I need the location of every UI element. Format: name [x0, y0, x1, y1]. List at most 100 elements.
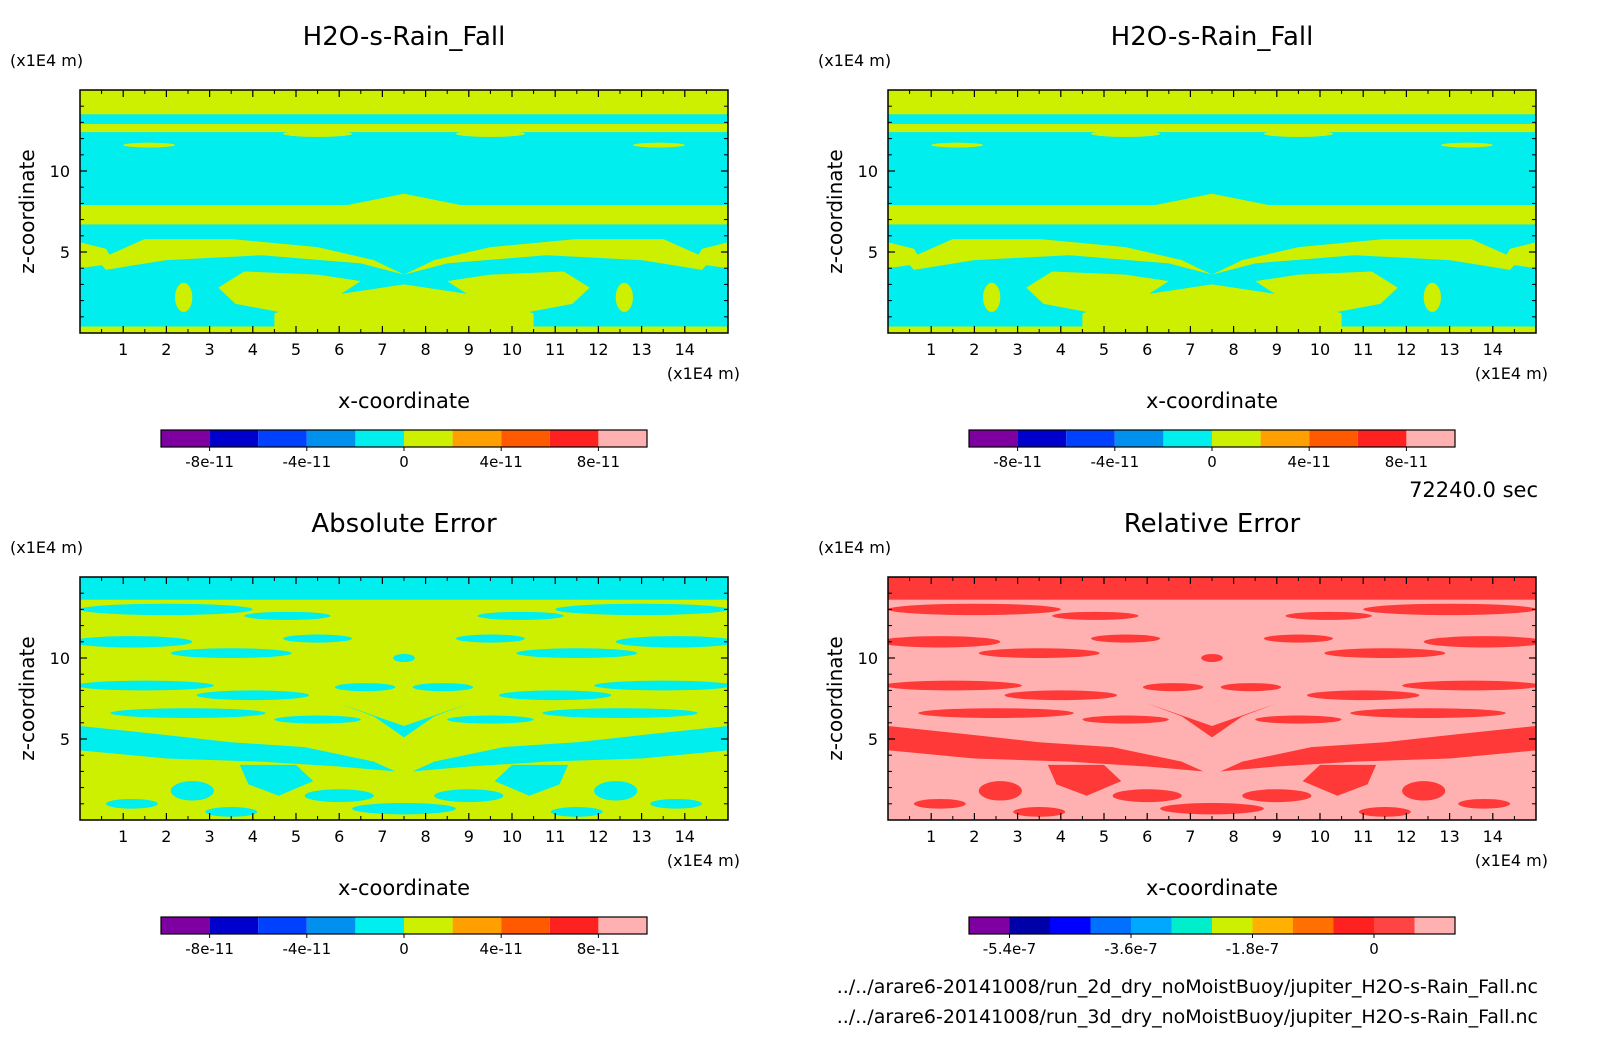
upper-blob [455, 130, 525, 137]
upper-blob [283, 130, 353, 137]
colorbar-swatch [1212, 917, 1253, 934]
y-tick-label: 10 [50, 649, 70, 668]
error-blob [888, 636, 1001, 648]
upper-blob [1091, 130, 1161, 137]
left-edge [888, 242, 923, 269]
y-unit-label: (x1E4 m) [10, 538, 83, 557]
x-tick-label: 8 [1229, 340, 1239, 359]
right-plume [615, 282, 633, 312]
center-v [1147, 703, 1277, 738]
right-plume [1423, 282, 1441, 312]
x-tick-label: 5 [1099, 340, 1109, 359]
chart-title: H2O-s-Rain_Fall [303, 22, 506, 52]
error-blob [1004, 690, 1117, 701]
error-blob [913, 798, 966, 809]
colorbar-swatch [404, 430, 453, 447]
colorbar-swatch [1260, 430, 1310, 447]
x-unit-label: (x1E4 m) [1475, 851, 1548, 870]
colorbar-swatch [355, 430, 404, 447]
x-tick-label: 12 [588, 827, 608, 846]
colorbar-swatch [969, 917, 1010, 934]
error-blob [978, 648, 1100, 658]
left-lower-arc [888, 726, 1204, 772]
x-tick-label: 10 [1310, 340, 1330, 359]
error-blob [615, 636, 728, 648]
colorbar-tick-label: 8e-11 [577, 453, 620, 471]
error-blob [978, 781, 1022, 801]
error-blob [1112, 789, 1182, 803]
field-background [80, 577, 728, 820]
colorbar-tick-label: -4e-11 [282, 940, 331, 958]
colorbar-tick-label: 0 [1369, 940, 1379, 958]
right-lower-region [447, 271, 590, 314]
colorbar-swatch [501, 917, 550, 934]
error-blob [274, 715, 361, 724]
y-tick-label: 5 [868, 730, 878, 749]
file-path-1: ../../arare6-20141008/run_2d_dry_noMoist… [837, 976, 1538, 998]
x-tick-label: 11 [545, 827, 565, 846]
upper-blob [1263, 130, 1333, 137]
colorbar-swatch [1374, 917, 1415, 934]
x-tick-label: 10 [1310, 827, 1330, 846]
bottom-mound [274, 284, 534, 333]
colorbar-swatch [549, 430, 599, 447]
center-v [339, 703, 469, 738]
error-blob [244, 611, 331, 620]
left-arc [905, 239, 1212, 275]
error-blob [1220, 683, 1282, 692]
x-tick-label: 8 [1229, 827, 1239, 846]
x-tick-label: 6 [334, 340, 344, 359]
error-blob [110, 708, 266, 718]
colorbar-frame [968, 916, 1456, 935]
top-band [888, 577, 1536, 600]
upper-blob [1440, 142, 1493, 148]
colorbar-tick-label: -4e-11 [1090, 453, 1139, 471]
colorbar-swatch [452, 430, 502, 447]
x-tick-label: 2 [161, 827, 171, 846]
y-axis-label: z-coordinate [15, 636, 39, 760]
error-blob [434, 789, 504, 803]
error-blob [455, 634, 525, 643]
x-unit-label: (x1E4 m) [1475, 364, 1548, 383]
colorbar-swatch [1406, 430, 1455, 447]
x-tick-label: 7 [377, 827, 387, 846]
y-axis-label: z-coordinate [823, 149, 847, 273]
left-lower-region [239, 764, 314, 796]
colorbar-swatch [1131, 917, 1172, 934]
colorbar-tick-label: -4e-11 [282, 453, 331, 471]
error-blob [477, 611, 564, 620]
x-tick-label: 13 [1439, 340, 1459, 359]
x-axis-label: x-coordinate [1146, 389, 1278, 413]
bottom-mound [1082, 284, 1342, 333]
left-lower-arc [80, 726, 396, 772]
error-blob [555, 603, 728, 616]
center-arch [347, 193, 461, 222]
colorbar-swatch [1414, 917, 1455, 934]
right-lower-region [494, 764, 569, 796]
chart-panel: 1 2 3 4 5 6 7 8 9 10 11 12 13 14510H2O-s-Rain_Fall(x1… [818, 22, 1548, 471]
error-blob [80, 680, 214, 691]
colorbar-swatch [1309, 430, 1358, 447]
top-band [80, 577, 728, 600]
colorbar-swatch [258, 917, 307, 934]
time-label: 72240.0 sec [1409, 478, 1538, 502]
error-blob [334, 683, 396, 692]
x-tick-label: 7 [1185, 340, 1195, 359]
error-blob [283, 634, 353, 643]
x-tick-label: 13 [631, 340, 651, 359]
colorbar-tick-label: -1.8e-7 [1226, 940, 1279, 958]
right-lower-arc [1220, 726, 1536, 772]
y-tick-label: 5 [60, 730, 70, 749]
colorbar-tick-label: 4e-11 [480, 453, 523, 471]
error-blob [542, 708, 698, 718]
y-tick-label: 10 [858, 162, 878, 181]
x-tick-label: 1 [926, 827, 936, 846]
error-blob [918, 708, 1074, 718]
x-tick-label: 6 [1142, 827, 1152, 846]
chart-title: Absolute Error [311, 509, 497, 539]
x-tick-label: 9 [1272, 827, 1282, 846]
x-tick-label: 11 [545, 340, 565, 359]
x-tick-label: 4 [1056, 340, 1066, 359]
center-arch [1155, 193, 1269, 222]
